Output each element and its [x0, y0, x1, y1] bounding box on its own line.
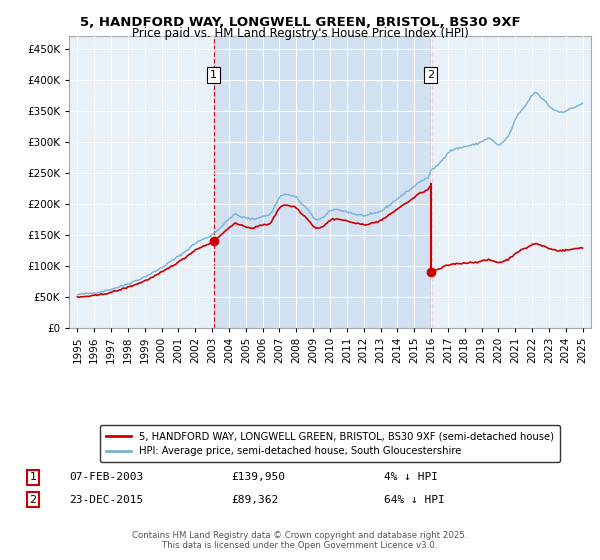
- Text: 07-FEB-2003: 07-FEB-2003: [69, 472, 143, 482]
- Text: 1: 1: [29, 472, 37, 482]
- Text: 2: 2: [29, 494, 37, 505]
- Text: 1: 1: [211, 70, 217, 80]
- Text: £139,950: £139,950: [231, 472, 285, 482]
- Text: Price paid vs. HM Land Registry's House Price Index (HPI): Price paid vs. HM Land Registry's House …: [131, 27, 469, 40]
- Text: 64% ↓ HPI: 64% ↓ HPI: [384, 494, 445, 505]
- Text: 2: 2: [427, 70, 434, 80]
- Legend: 5, HANDFORD WAY, LONGWELL GREEN, BRISTOL, BS30 9XF (semi-detached house), HPI: A: 5, HANDFORD WAY, LONGWELL GREEN, BRISTOL…: [100, 426, 560, 463]
- Text: Contains HM Land Registry data © Crown copyright and database right 2025.
This d: Contains HM Land Registry data © Crown c…: [132, 530, 468, 550]
- Text: 23-DEC-2015: 23-DEC-2015: [69, 494, 143, 505]
- Text: £89,362: £89,362: [231, 494, 278, 505]
- Text: 5, HANDFORD WAY, LONGWELL GREEN, BRISTOL, BS30 9XF: 5, HANDFORD WAY, LONGWELL GREEN, BRISTOL…: [80, 16, 520, 29]
- Text: 4% ↓ HPI: 4% ↓ HPI: [384, 472, 438, 482]
- Bar: [214, 36, 431, 328]
